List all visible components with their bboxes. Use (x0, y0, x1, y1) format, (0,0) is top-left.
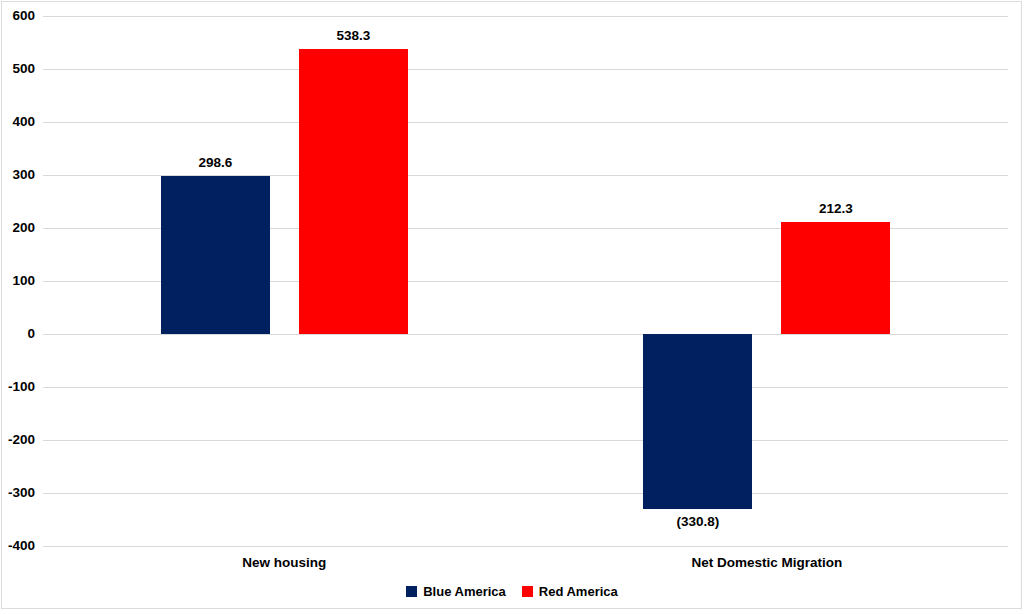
legend: Blue America Red America (0, 584, 1024, 599)
data-label-red-america-net-domestic-migration: 212.3 (776, 201, 896, 217)
y-tick-label: -300 (0, 485, 35, 501)
bar-red-america-net-domestic-migration (781, 222, 890, 335)
legend-swatch-blue-america (406, 586, 417, 597)
bar-red-america-new-housing (299, 49, 408, 334)
gridline-y--300 (43, 493, 1008, 494)
gridline-y-500 (43, 69, 1008, 70)
y-tick-label: 0 (0, 326, 35, 342)
gridline-y-0 (43, 334, 1008, 335)
category-label-new-housing: New housing (134, 555, 434, 571)
gridline-y-400 (43, 122, 1008, 123)
bar-blue-america-net-domestic-migration (643, 334, 752, 509)
gridline-y-600 (43, 16, 1008, 17)
data-label-blue-america-new-housing: 298.6 (155, 155, 275, 171)
y-tick-label: 100 (0, 273, 35, 289)
bar-chart: 600 500 400 300 200 100 0 -100 -200 -300 -400 298.6… (0, 0, 1024, 614)
data-label-blue-america-net-domestic-migration: (330.8) (638, 514, 758, 530)
y-tick-label: 600 (0, 8, 35, 24)
gridline-y--100 (43, 387, 1008, 388)
y-tick-label: 400 (0, 114, 35, 130)
legend-label-blue-america: Blue America (423, 584, 506, 599)
legend-swatch-red-america (522, 586, 533, 597)
legend-item-red-america: Red America (522, 584, 618, 599)
legend-item-blue-america: Blue America (406, 584, 506, 599)
y-tick-label: -100 (0, 379, 35, 395)
legend-label-red-america: Red America (539, 584, 618, 599)
y-tick-label: 200 (0, 220, 35, 236)
bar-blue-america-new-housing (161, 176, 270, 334)
y-tick-label: 300 (0, 167, 35, 183)
data-label-red-america-new-housing: 538.3 (293, 28, 413, 44)
category-label-net-domestic-migration: Net Domestic Migration (617, 555, 917, 571)
y-tick-label: -400 (0, 538, 35, 554)
y-tick-label: -200 (0, 432, 35, 448)
gridline-y--200 (43, 440, 1008, 441)
y-tick-label: 500 (0, 61, 35, 77)
gridline-y--400 (43, 546, 1008, 547)
